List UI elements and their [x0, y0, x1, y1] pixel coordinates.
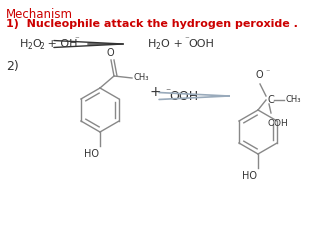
Text: OOH: OOH — [188, 39, 214, 49]
Text: ⁻: ⁻ — [74, 36, 79, 44]
Text: O: O — [256, 70, 264, 80]
Text: 2: 2 — [156, 42, 160, 51]
Text: H: H — [148, 39, 156, 49]
Text: 2: 2 — [39, 42, 44, 51]
Text: O: O — [160, 39, 169, 49]
Text: OOH: OOH — [268, 119, 289, 128]
Text: ⁻: ⁻ — [184, 36, 189, 44]
Text: ⁻: ⁻ — [165, 87, 170, 97]
Text: 2: 2 — [28, 42, 32, 51]
Text: + OH: + OH — [44, 39, 77, 49]
Text: Mechanism: Mechanism — [6, 8, 73, 21]
Text: C: C — [267, 95, 274, 105]
Text: OOH: OOH — [169, 90, 198, 102]
Text: ⁻: ⁻ — [265, 67, 269, 76]
Text: HO: HO — [84, 149, 99, 159]
Text: O: O — [32, 39, 41, 49]
Text: CH₃: CH₃ — [133, 73, 148, 83]
Text: 2): 2) — [6, 60, 19, 73]
Text: H: H — [20, 39, 28, 49]
Text: O: O — [106, 48, 114, 58]
Text: CH₃: CH₃ — [286, 96, 301, 104]
Text: +: + — [149, 85, 161, 99]
Text: 1)  Nucleophile attack the hydrogen peroxide .: 1) Nucleophile attack the hydrogen perox… — [6, 19, 298, 29]
Text: +: + — [170, 39, 183, 49]
Text: HO: HO — [242, 171, 257, 181]
